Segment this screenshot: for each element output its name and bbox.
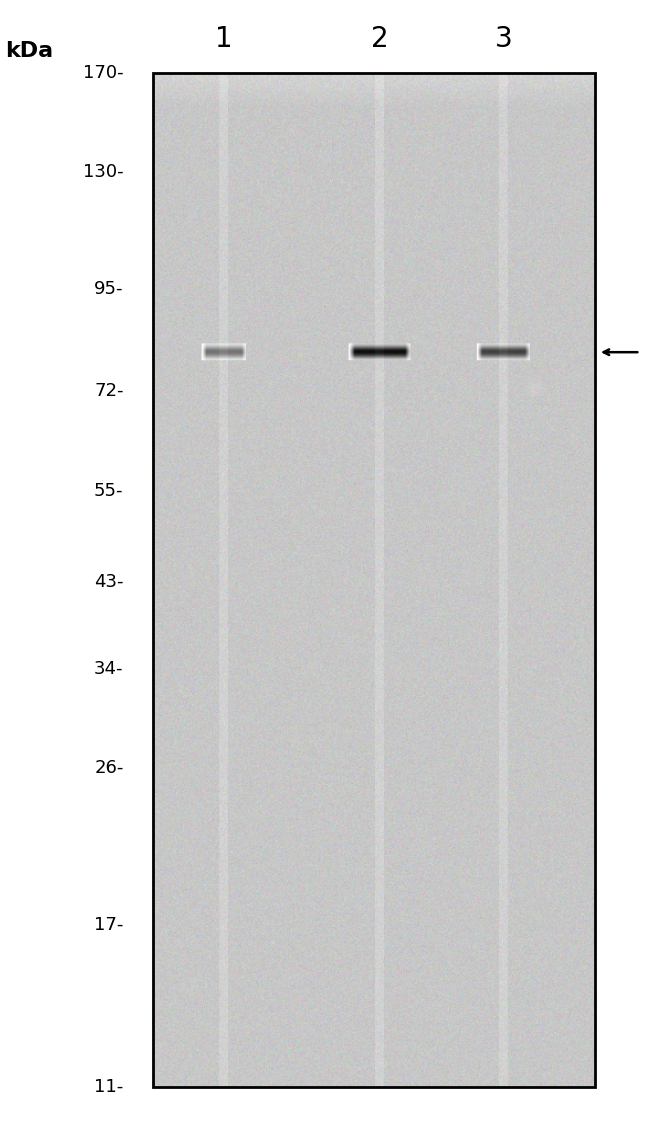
Text: 2: 2 [371,26,389,53]
Text: 26-: 26- [94,759,124,777]
Text: 170-: 170- [83,64,124,82]
Text: 130-: 130- [83,163,124,181]
Text: 1: 1 [215,26,233,53]
Text: 11-: 11- [94,1078,124,1096]
Text: 43-: 43- [94,573,124,591]
Text: 95-: 95- [94,279,124,297]
Text: 17-: 17- [94,917,124,935]
Text: 72-: 72- [94,382,124,400]
Bar [153,73,595,1087]
Text: 34-: 34- [94,660,124,678]
Text: 3: 3 [495,26,513,53]
Text: kDa: kDa [5,41,53,61]
Text: 55-: 55- [94,482,124,500]
